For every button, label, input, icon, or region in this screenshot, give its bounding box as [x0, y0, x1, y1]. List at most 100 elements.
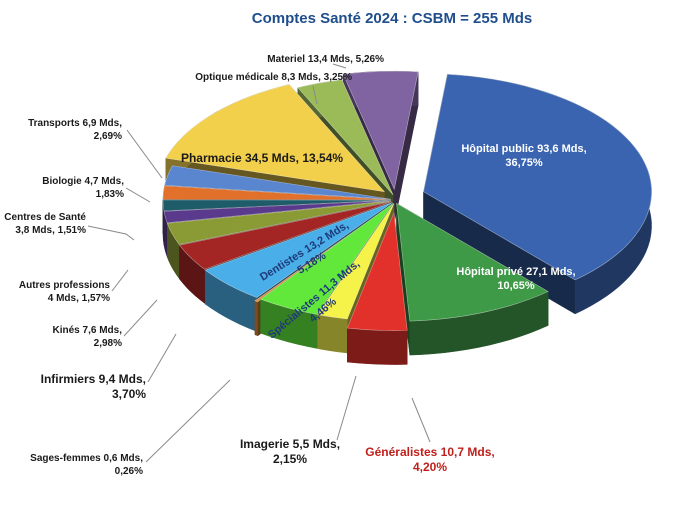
slice-label-biologie: Biologie 4,7 Mds, 1,83%	[42, 176, 124, 200]
slice-label-line: Sages-femmes 0,6 Mds,	[30, 453, 143, 464]
leader-line-infirmiers	[147, 333, 177, 383]
slice-label-line: Généralistes 10,7 Mds,	[365, 445, 494, 459]
slice-value: 34,5 Mds,	[245, 151, 299, 165]
slice-value: 10,7 Mds,	[441, 445, 495, 459]
slice-label-line: 3,70%	[112, 387, 146, 401]
pie-slice-hopital-prive	[396, 202, 549, 356]
slice-name: Autres professions	[19, 280, 111, 291]
leader-line-materiel	[332, 63, 347, 69]
slice-value: 0,6 Mds,	[104, 453, 144, 464]
slice-percent: 0,26%	[115, 466, 143, 477]
slice-name: Materiel	[267, 54, 305, 65]
slice-top	[179, 201, 392, 270]
slice-percent: 2,69%	[94, 131, 122, 142]
leader-lines	[87, 63, 431, 463]
slice-name: Optique médicale	[195, 72, 279, 83]
chart-title: Comptes Santé 2024 : CSBM = 255 Mds	[252, 10, 533, 27]
slice-top	[165, 84, 386, 193]
slice-outer-side	[254, 300, 258, 337]
slice-label-autres-professions: Autres professions 4 Mds, 1,57%	[19, 280, 111, 304]
slice-label-line: 4 Mds, 1,57%	[48, 293, 110, 304]
slice-value: 4 Mds,	[48, 293, 79, 304]
slice-percent: 36,75%	[505, 157, 543, 169]
slice-top	[164, 165, 392, 200]
slice-top	[162, 185, 392, 201]
leader-line-centres-de-sante	[87, 225, 135, 241]
slice-top	[297, 79, 394, 196]
leader-line-transports	[126, 129, 163, 179]
slice-label-line: 36,75%	[505, 157, 543, 169]
slice-value: 93,6 Mds,	[537, 143, 587, 155]
slice-label-pharmacie: Pharmacie 34,5 Mds, 13,54%	[181, 151, 343, 165]
slice-label-line: 4,20%	[413, 460, 447, 474]
slice-label-line: 1,83%	[96, 189, 124, 200]
slice-top	[166, 200, 392, 245]
slice-label-hopital-prive: Hôpital privé 27,1 Mds, 10,65%	[456, 266, 575, 292]
slice-top	[259, 202, 394, 315]
leader-line-autres-professions	[111, 269, 129, 292]
slice-top	[162, 199, 392, 212]
slice-name: Kinés	[53, 325, 81, 336]
slice-label-line: Autres professions	[19, 280, 111, 291]
slice-label-optique-medicale: Optique médicale 8,3 Mds, 3,25%	[195, 72, 352, 83]
slice-label-centres-de-sante: Centres de Santé 3,8 Mds, 1,51%	[4, 212, 86, 236]
slice-label-line: Biologie 4,7 Mds,	[42, 176, 124, 187]
slice-top	[342, 70, 419, 191]
leader-line-kines	[123, 299, 158, 337]
slice-outer-side	[317, 314, 348, 354]
slice-percent: 1,51%	[58, 225, 86, 236]
slice-top	[204, 202, 393, 298]
slice-label-line: Transports 6,9 Mds,	[28, 118, 122, 129]
slice-label-infirmiers: Infirmiers 9,4 Mds,3,70%	[41, 372, 147, 401]
slice-percent: 4,20%	[413, 460, 447, 474]
leader-line-generalistes	[411, 397, 431, 443]
slice-label-materiel: Materiel 13,4 Mds, 5,26%	[267, 54, 384, 65]
slice-label-kines: Kinés 7,6 Mds, 2,98%	[53, 325, 123, 349]
slice-name: Biologie	[42, 176, 82, 187]
slice-label-line: 2,15%	[273, 452, 307, 466]
slice-label-transports: Transports 6,9 Mds, 2,69%	[28, 118, 122, 142]
leader-line-sages-femmes	[145, 379, 231, 463]
slice-label-line: 10,65%	[497, 280, 535, 292]
slice-value: 4,7 Mds,	[85, 176, 125, 187]
slice-name: Imagerie	[240, 437, 290, 451]
slice-name: Infirmiers	[41, 372, 96, 386]
slice-label-imagerie: Imagerie 5,5 Mds,2,15%	[240, 437, 340, 466]
slice-percent: 5,26%	[356, 54, 384, 65]
slice-value: 9,4 Mds,	[99, 372, 146, 386]
slice-label-line: 0,26%	[115, 466, 143, 477]
slice-label-sages-femmes: Sages-femmes 0,6 Mds, 0,26%	[30, 453, 143, 477]
slice-name: Hôpital public	[461, 143, 534, 155]
slice-label-line: Centres de Santé	[4, 212, 86, 223]
slice-name: Sages-femmes	[30, 453, 101, 464]
slice-label-generalistes: Généralistes 10,7 Mds,4,20%	[365, 445, 494, 474]
slice-name: Transports	[28, 118, 80, 129]
slice-label-line: Imagerie 5,5 Mds,	[240, 437, 340, 451]
slice-value: 7,6 Mds,	[83, 325, 123, 336]
slice-label-line: 2,69%	[94, 131, 122, 142]
slice-label-line: Pharmacie 34,5 Mds, 13,54%	[181, 151, 343, 165]
slice-label-line: 3,8 Mds, 1,51%	[15, 225, 86, 236]
slice-top	[423, 74, 652, 281]
slice-value: 3,8 Mds,	[15, 225, 55, 236]
slice-label-line: Hôpital privé 27,1 Mds,	[456, 266, 575, 278]
slice-percent: 10,65%	[497, 280, 535, 292]
slice-top	[317, 203, 395, 320]
leader-line-biologie	[125, 187, 151, 203]
slice-value: 27,1 Mds,	[526, 266, 576, 278]
slice-label-hopital-public: Hôpital public 93,6 Mds, 36,75%	[461, 143, 586, 169]
slice-top	[163, 200, 392, 224]
slice-label-line: Hôpital public 93,6 Mds,	[461, 143, 586, 155]
slice-percent: 1,83%	[96, 189, 124, 200]
slice-value: 8,3 Mds,	[281, 72, 321, 83]
slice-label-line: 2,98%	[94, 338, 122, 349]
slice-value: 6,9 Mds,	[83, 118, 123, 129]
slice-name: Généralistes	[365, 445, 437, 459]
slice-percent: 2,98%	[94, 338, 122, 349]
slice-label-line: Optique médicale 8,3 Mds, 3,25%	[195, 72, 352, 83]
slice-name: Centres de Santé	[4, 212, 86, 223]
slice-value: 13,4 Mds,	[308, 54, 353, 65]
leader-line-optique-medicale	[312, 85, 318, 105]
